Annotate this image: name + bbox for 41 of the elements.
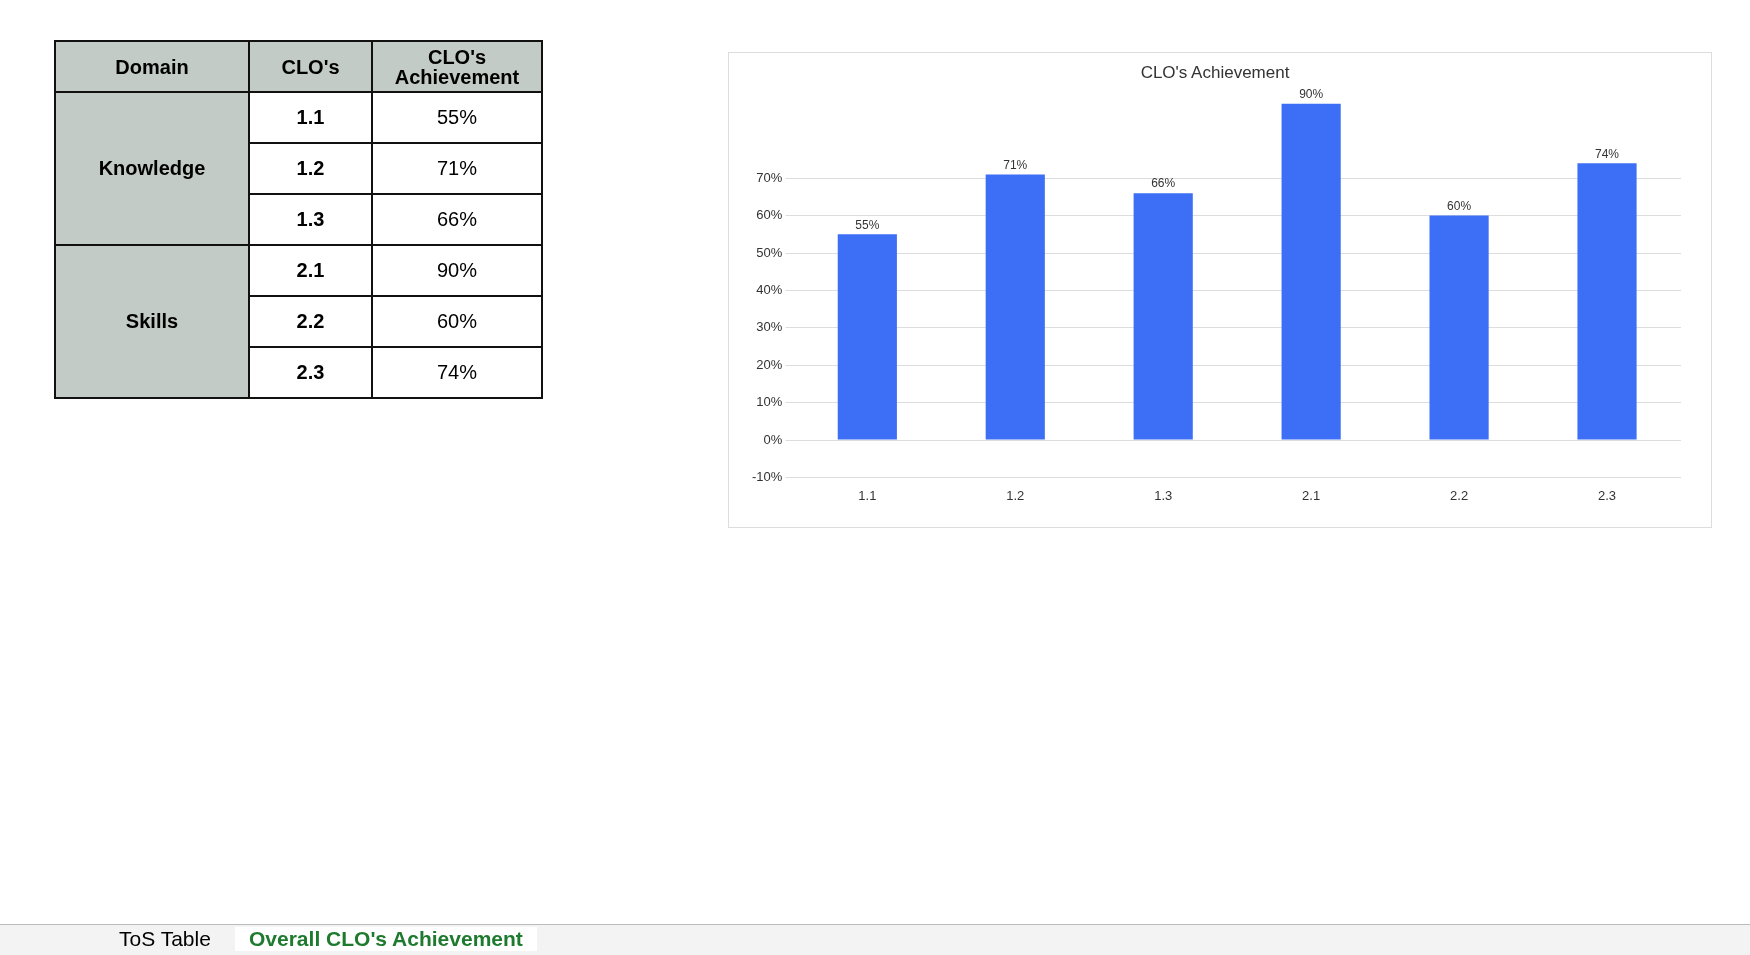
y-tick-label: 70% [756,169,783,185]
x-tick-label: 2.3 [1597,487,1617,503]
y-tick-label: 10% [756,394,783,410]
y-tick-label: 20% [756,356,783,372]
x-tick-label: 1.1 [858,487,877,503]
text: CLO's Achievement [372,41,542,92]
category-label: 1.2 [296,157,325,179]
text: 60% [436,310,478,332]
y-tick-label: 50% [756,244,783,260]
text: 90% [436,259,478,281]
y-tick-label: 0% [763,431,783,447]
text: Overall CLO's Achievement [235,927,537,951]
x-tick-label: 2.2 [1450,487,1469,503]
category-label: 2.3 [296,361,325,383]
text: Knowledge [55,92,249,245]
data-label: 66% [1151,176,1176,191]
y-tick-label: 60% [756,207,783,223]
y-tick-label: -10% [751,468,783,484]
data-label: 55% [855,217,880,232]
data-label: 71% [1003,157,1028,172]
text: 71% [436,157,478,179]
text: CLO's [249,41,372,92]
text: 74% [436,361,478,383]
chart-title: CLO's Achievement [1140,62,1290,82]
category-label: 1.1 [296,106,325,128]
x-tick-label: 1.2 [1006,487,1025,503]
x-tick-label: 2.1 [1302,487,1321,503]
text: 55% [436,106,478,128]
y-tick-label: 40% [756,281,783,297]
x-tick-label: 1.3 [1154,487,1173,503]
y-tick-label: 30% [756,319,783,335]
text: Domain [55,41,249,92]
text: 66% [436,208,478,230]
category-label: 2.1 [296,259,325,281]
category-label: 2.2 [296,310,325,332]
text: Skills [55,245,249,398]
data-label: 90% [1299,86,1324,101]
category-label: 1.3 [296,208,325,230]
text: ToS Table [118,927,212,951]
data-label: 60% [1447,198,1472,213]
data-label: 74% [1595,146,1620,161]
